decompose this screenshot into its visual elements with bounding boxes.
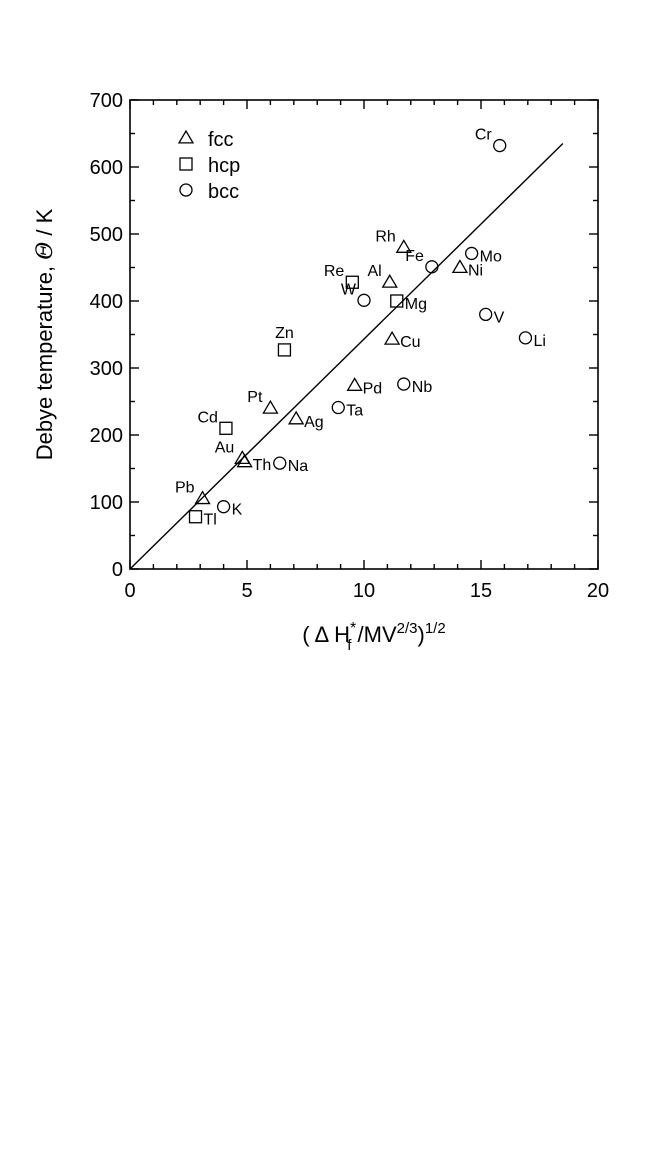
- hcp-point-zn: [277, 343, 292, 357]
- fcc-point-ni: [451, 259, 469, 274]
- plot-frame: [129, 99, 599, 570]
- fcc-point-rh: [395, 239, 412, 253]
- y-tick-label: 300: [90, 358, 123, 380]
- legend-label-bcc: bcc: [208, 181, 239, 203]
- fcc-point-al: [381, 273, 398, 288]
- chart: 0 5 10 15 20 0 100 200 300 400 500 600 700( Δ H* f /M…: [32, 90, 609, 654]
- bcc-point-na: [273, 456, 287, 470]
- hcp-point-re: [345, 275, 359, 289]
- fcc-point-cu: [383, 330, 401, 345]
- point-label-fe: Fe: [405, 248, 424, 265]
- legend-marker-hcp: [179, 157, 193, 171]
- y-tick-label: 500: [90, 224, 123, 246]
- x-tick-label: 20: [587, 580, 609, 602]
- point-label-tl: Tl: [204, 512, 217, 529]
- fcc-point-ag: [288, 410, 305, 425]
- y-tick-label: 100: [90, 492, 123, 514]
- point-label-re: Re: [324, 263, 345, 280]
- point-label-cu: Cu: [400, 334, 420, 351]
- fcc-point-pt: [262, 399, 279, 414]
- y-tick-label: 600: [90, 157, 123, 179]
- point-label-w: W: [341, 281, 357, 298]
- bcc-point-cr: [493, 138, 507, 153]
- point-label-ag: Ag: [304, 414, 324, 431]
- legend-label-fcc: fcc: [208, 129, 234, 151]
- point-label-na: Na: [288, 458, 309, 475]
- bcc-point-nb: [397, 377, 411, 391]
- y-tick-label: 0: [112, 559, 123, 581]
- point-label-zn: Zn: [275, 325, 294, 342]
- y-tick-label: 400: [90, 291, 123, 313]
- point-label-cr: Cr: [475, 127, 493, 144]
- bcc-point-k: [216, 500, 231, 514]
- legend-marker-fcc: [177, 129, 195, 144]
- legend-marker-bcc: [179, 183, 193, 197]
- point-label-pb: Pb: [175, 480, 195, 497]
- x-axis-label: ( Δ H* f /MV2/3)1/2: [302, 620, 445, 654]
- y-tick-label: 200: [90, 425, 123, 447]
- bcc-point-ta: [331, 400, 345, 415]
- point-label-pd: Pd: [363, 380, 383, 397]
- point-label-v: V: [494, 309, 505, 326]
- point-label-k: K: [232, 502, 243, 519]
- y-axis-label: Debye temperature, Θ / K: [32, 208, 58, 460]
- point-label-rh: Rh: [375, 228, 395, 245]
- point-label-mg: Mg: [405, 296, 427, 313]
- point-label-mo: Mo: [480, 248, 502, 265]
- bcc-point-fe: [425, 260, 439, 274]
- point-label-ta: Ta: [346, 403, 363, 420]
- fcc-point-pd: [346, 377, 363, 391]
- point-label-ni: Ni: [468, 263, 483, 280]
- bcc-point-v: [479, 307, 493, 322]
- point-label-nb: Nb: [412, 379, 433, 396]
- hcp-point-cd: [219, 421, 233, 435]
- point-label-li: Li: [533, 333, 545, 350]
- fit-line: [129, 143, 564, 570]
- legend-label-hcp: hcp: [208, 155, 240, 177]
- x-tick-label: 0: [124, 580, 135, 602]
- point-label-cd: Cd: [197, 409, 217, 426]
- point-label-au: Au: [215, 439, 235, 456]
- point-label-al: Al: [368, 263, 382, 280]
- point-label-th: Th: [253, 457, 272, 474]
- bcc-point-w: [357, 293, 371, 307]
- y-tick-label: 700: [90, 90, 123, 112]
- hcp-point-mg: [390, 294, 404, 308]
- point-label-pt: Pt: [247, 389, 263, 406]
- fcc-point-th: [236, 453, 253, 468]
- bcc-point-li: [518, 331, 533, 345]
- bcc-point-mo: [464, 246, 479, 261]
- x-tick-label: 10: [353, 580, 375, 602]
- fcc-point-pb: [194, 490, 211, 505]
- x-tick-label: 15: [470, 580, 492, 602]
- hcp-point-tl: [188, 510, 203, 524]
- x-tick-label: 5: [241, 580, 252, 602]
